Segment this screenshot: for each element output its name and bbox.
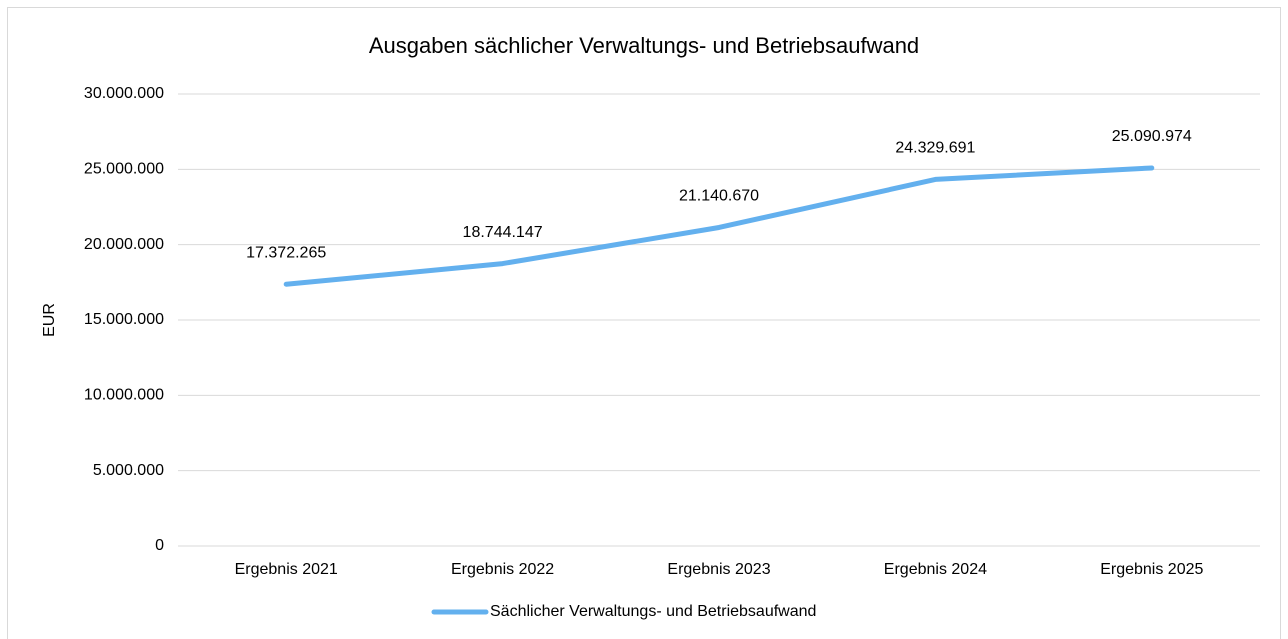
y-axis-label: EUR	[41, 303, 58, 337]
data-label: 17.372.265	[246, 244, 326, 261]
x-tick-label: Ergebnis 2022	[451, 561, 554, 578]
y-tick-label: 30.000.000	[84, 85, 164, 102]
data-label: 25.090.974	[1112, 128, 1192, 145]
x-tick-label: Ergebnis 2021	[235, 561, 338, 578]
x-tick-label: Ergebnis 2023	[667, 561, 770, 578]
y-tick-label: 20.000.000	[84, 236, 164, 253]
data-label: 24.329.691	[895, 140, 975, 157]
x-tick-label: Ergebnis 2024	[884, 561, 987, 578]
y-tick-label: 5.000.000	[93, 462, 164, 479]
y-tick-label: 25.000.000	[84, 161, 164, 178]
data-label: 21.140.670	[679, 188, 759, 205]
chart-border	[7, 7, 1281, 639]
y-tick-label: 10.000.000	[84, 387, 164, 404]
chart-title: Ausgaben sächlicher Verwaltungs- und Bet…	[369, 33, 919, 58]
y-tick-label: 0	[155, 537, 164, 554]
y-tick-label: 15.000.000	[84, 311, 164, 328]
data-label: 18.744.147	[463, 224, 543, 241]
legend-label: Sächlicher Verwaltungs- und Betriebsaufw…	[490, 603, 816, 620]
x-tick-label: Ergebnis 2025	[1100, 561, 1203, 578]
line	[283, 165, 1155, 287]
